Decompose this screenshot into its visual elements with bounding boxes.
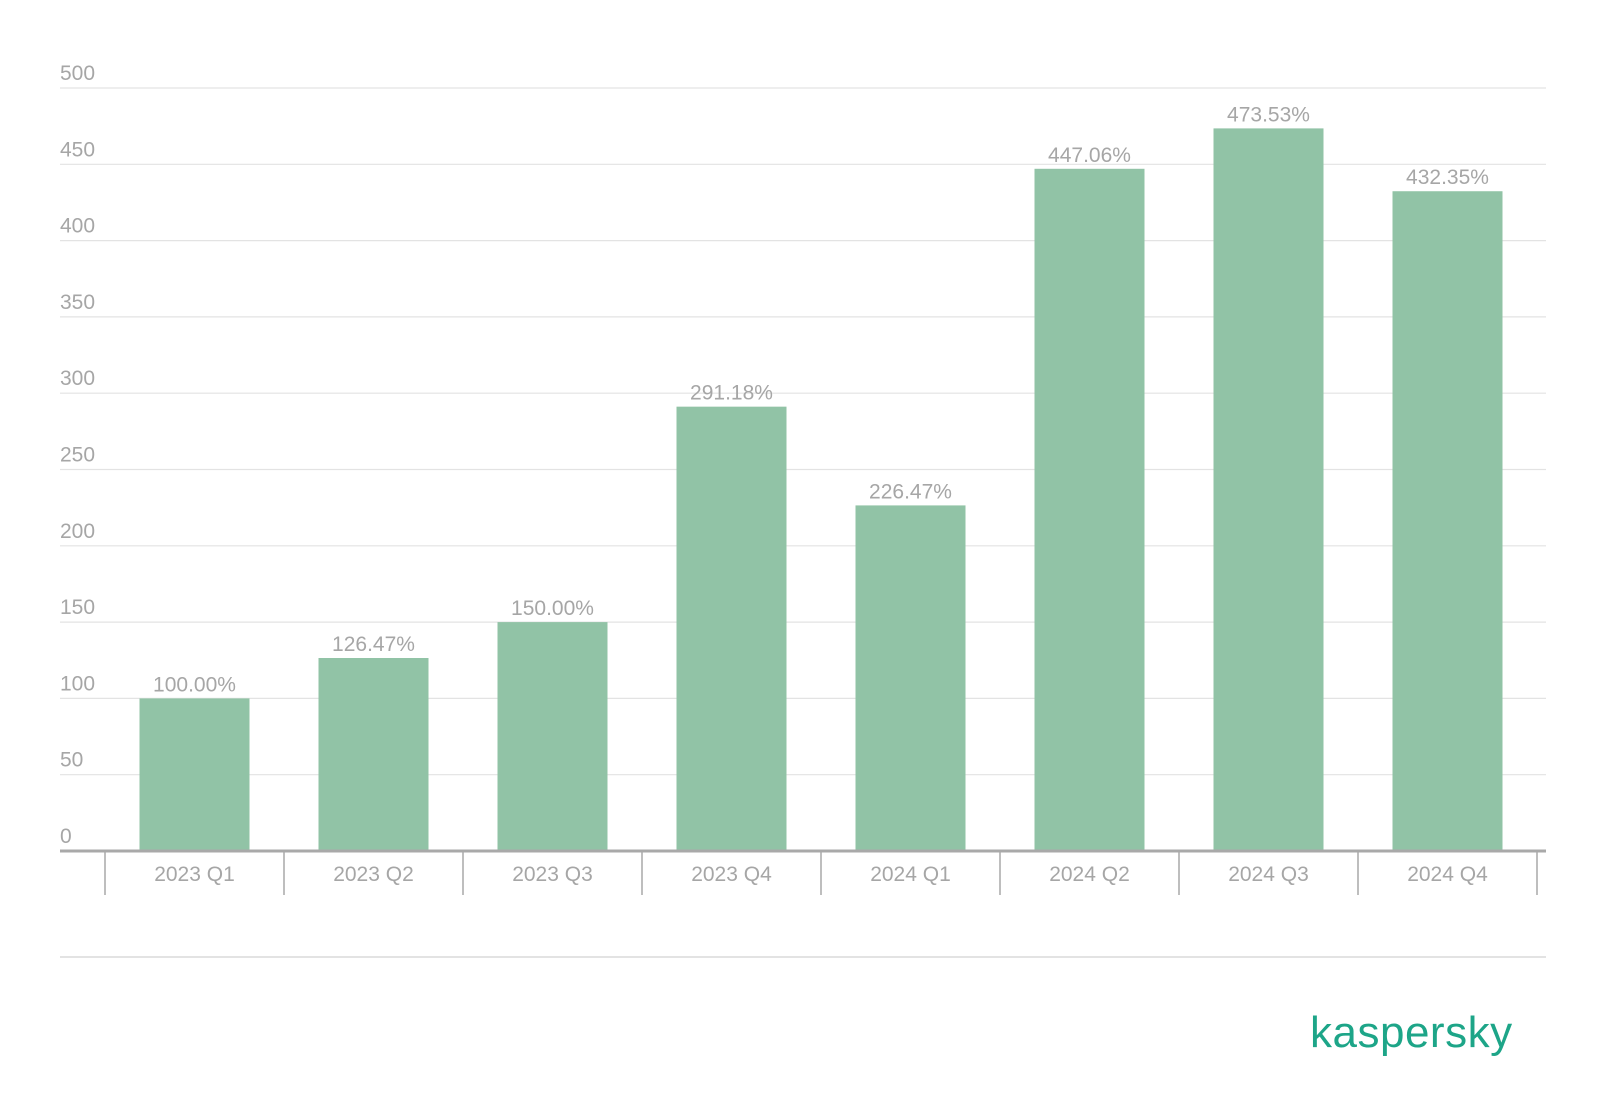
x-tick-label: 2023 Q4 bbox=[691, 863, 772, 886]
y-tick-label: 300 bbox=[60, 367, 95, 390]
data-label: 291.18% bbox=[690, 382, 773, 405]
x-tick-label: 2023 Q1 bbox=[154, 863, 235, 886]
y-tick-label: 350 bbox=[60, 291, 95, 314]
y-tick-label: 400 bbox=[60, 215, 95, 238]
data-label: 150.00% bbox=[511, 597, 594, 620]
data-label: 473.53% bbox=[1227, 103, 1310, 126]
bar-2023-q2 bbox=[318, 658, 429, 851]
data-labels: 100.00% 126.47% 150.00% 291.18% 226.47% 447.0… bbox=[153, 103, 1489, 696]
data-label: 126.47% bbox=[332, 633, 415, 656]
data-label: 432.35% bbox=[1406, 166, 1489, 189]
x-tick-label: 2024 Q3 bbox=[1228, 863, 1309, 886]
gridlines bbox=[60, 87, 1546, 776]
y-tick-label: 50 bbox=[60, 749, 83, 772]
y-tick-label: 250 bbox=[60, 444, 95, 467]
x-tick-label: 2024 Q1 bbox=[870, 863, 951, 886]
x-tick-label: 2024 Q4 bbox=[1407, 863, 1488, 886]
data-label: 226.47% bbox=[869, 480, 952, 503]
bar-2023-q4 bbox=[676, 406, 787, 851]
y-tick-label: 500 bbox=[60, 62, 95, 85]
x-axis: 2023 Q1 2023 Q2 2023 Q3 2023 Q4 2024 Q1 2024 … bbox=[60, 849, 1546, 895]
y-tick-label: 100 bbox=[60, 672, 95, 695]
bar-2023-q3 bbox=[497, 622, 608, 851]
bar-2023-q1 bbox=[139, 698, 250, 851]
y-tick-label: 150 bbox=[60, 596, 95, 619]
x-tick-label: 2024 Q2 bbox=[1049, 863, 1130, 886]
data-label: 100.00% bbox=[153, 673, 236, 696]
x-tick-label: 2023 Q2 bbox=[333, 863, 414, 886]
y-tick-label: 450 bbox=[60, 138, 95, 161]
bar-2024-q3 bbox=[1213, 128, 1324, 852]
bar-2024-q1 bbox=[855, 505, 966, 851]
bar-2024-q4 bbox=[1392, 191, 1503, 852]
data-label: 447.06% bbox=[1048, 144, 1131, 167]
kaspersky-logo: kaspersky bbox=[1310, 1008, 1513, 1057]
y-axis-ticks: 0 50 100 150 200 250 300 350 400 450 500 bbox=[60, 62, 95, 848]
bar-2024-q2 bbox=[1034, 168, 1145, 851]
y-tick-label: 200 bbox=[60, 520, 95, 543]
x-tick-label: 2023 Q3 bbox=[512, 863, 593, 886]
y-tick-label: 0 bbox=[60, 825, 72, 848]
bars bbox=[139, 128, 1503, 852]
